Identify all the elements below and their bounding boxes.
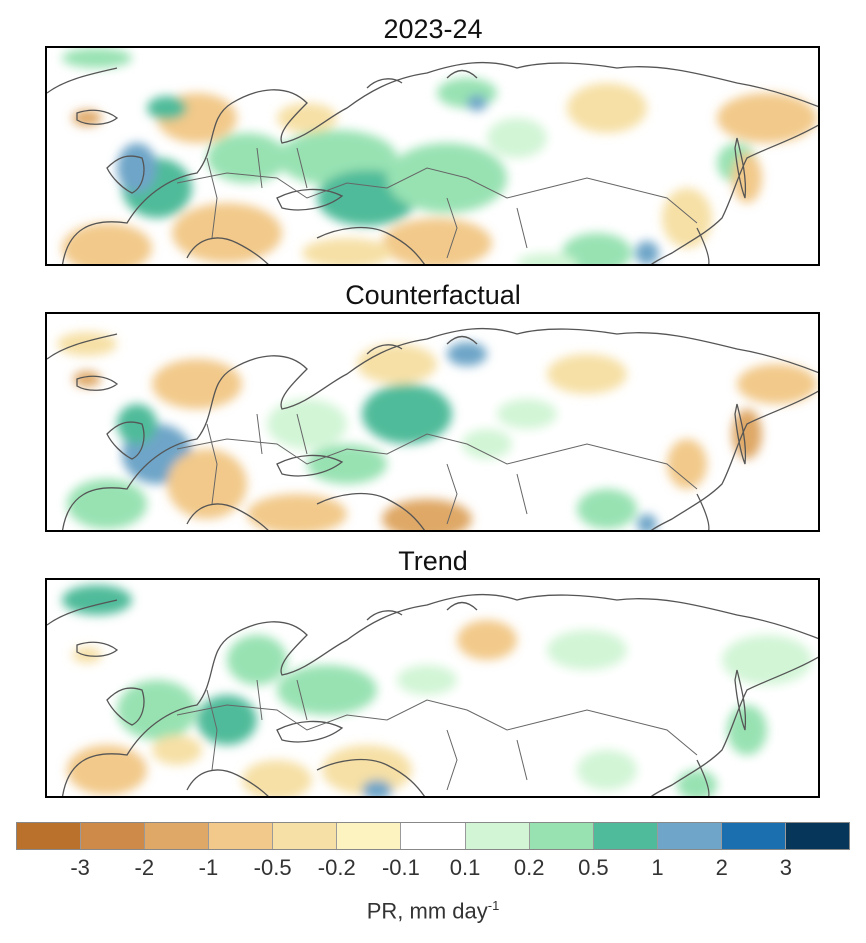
colorbar-segment-8 [529, 823, 594, 849]
colorbar-label-text: PR, mm day [366, 898, 488, 924]
colorbar-segment-5 [337, 823, 402, 849]
colorbar-label-superscript: -1 [487, 898, 500, 913]
colorbar-tick-label: 3 [779, 855, 792, 880]
coastlines [47, 327, 818, 530]
colorbar-tick-label: -0.5 [253, 855, 292, 880]
colorbar-tick-label: -2 [134, 855, 155, 880]
panel-title-2023-24: 2023-24 [383, 14, 483, 44]
coastlines [47, 61, 818, 264]
country-borders [176, 413, 698, 525]
colorbar-segment-6 [401, 823, 466, 849]
colorbar-ticks: -3 -2 -1 -0.5 -0.2 -0.1 0.1 0.2 0.5 1 2 3 [16, 855, 850, 881]
panel-title-counterfactual: Counterfactual [345, 280, 521, 310]
colorbar-segment-10 [657, 823, 722, 849]
colorbar-tick-label: -3 [70, 855, 90, 880]
colorbar-segment-3 [209, 823, 274, 849]
coastlines [47, 593, 818, 796]
colorbar-tick-label: -1 [198, 855, 219, 880]
map-panel-2023-24 [45, 46, 820, 266]
colorbar-segment-12 [785, 823, 850, 849]
colorbar-tick-label: 0.2 [513, 855, 545, 880]
country-borders [176, 147, 698, 259]
colorbar-tick-label: -0.1 [381, 855, 420, 880]
colorbar-tick-label: 2 [715, 855, 728, 880]
colorbar-tick-label: 1 [651, 855, 664, 880]
panel-title-trend: Trend [398, 546, 468, 576]
colorbar-tick-label: -0.2 [317, 855, 356, 880]
map-svg-counterfactual [47, 327, 818, 530]
colorbar-segment-4 [273, 823, 338, 849]
colorbar-segment-1 [81, 823, 146, 849]
map-panel-counterfactual [45, 312, 820, 532]
precip-anomaly-field [62, 585, 812, 796]
precip-anomaly-field [57, 332, 817, 530]
colorbar-segment-7 [465, 823, 530, 849]
map-svg-2023-24 [47, 48, 818, 264]
colorbar-tick-label: 0.5 [578, 855, 609, 880]
map-panel-trend [45, 578, 820, 798]
colorbar-segment-0 [17, 823, 82, 849]
colorbar-segment-9 [593, 823, 658, 849]
precip-anomaly-field [62, 48, 817, 264]
country-borders [176, 679, 698, 791]
colorbar [16, 822, 850, 850]
colorbar-segment-11 [721, 823, 786, 849]
colorbar-label: PR, mm day-1 [0, 898, 866, 924]
colorbar-tick-label: 0.1 [449, 855, 481, 880]
map-svg-trend [47, 585, 818, 796]
colorbar-segment-2 [145, 823, 210, 849]
